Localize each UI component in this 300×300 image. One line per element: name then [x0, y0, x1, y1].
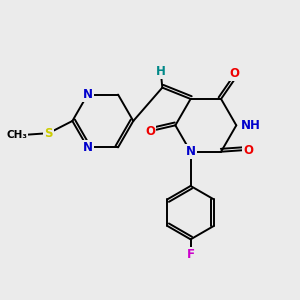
Text: N: N: [82, 141, 93, 154]
Text: N: N: [82, 88, 93, 101]
Text: CH₃: CH₃: [6, 130, 27, 140]
Text: O: O: [243, 144, 253, 157]
Text: NH: NH: [241, 119, 260, 132]
Text: F: F: [187, 248, 195, 261]
Text: H: H: [156, 64, 166, 78]
Text: O: O: [145, 124, 155, 138]
Text: N: N: [186, 145, 196, 158]
Text: S: S: [44, 127, 53, 140]
Text: O: O: [230, 67, 240, 80]
